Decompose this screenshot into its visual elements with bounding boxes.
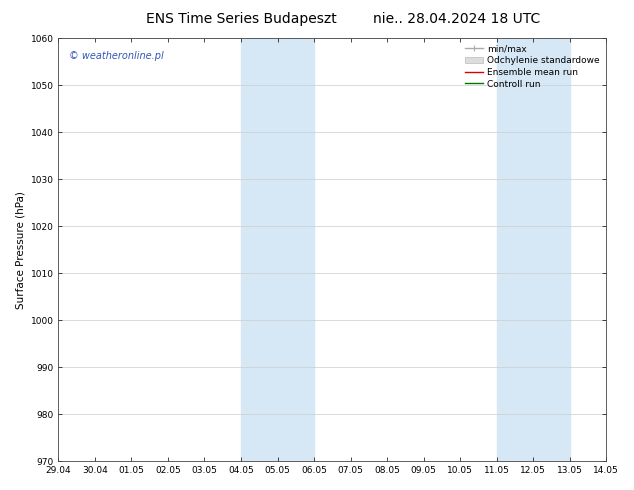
- Text: ENS Time Series Budapeszt: ENS Time Series Budapeszt: [146, 12, 336, 26]
- Legend: min/max, Odchylenie standardowe, Ensemble mean run, Controll run: min/max, Odchylenie standardowe, Ensembl…: [461, 41, 604, 92]
- Y-axis label: Surface Pressure (hPa): Surface Pressure (hPa): [15, 191, 25, 309]
- Bar: [496, 38, 569, 461]
- Text: nie.. 28.04.2024 18 UTC: nie.. 28.04.2024 18 UTC: [373, 12, 540, 26]
- Bar: [241, 38, 314, 461]
- Text: © weatheronline.pl: © weatheronline.pl: [69, 51, 164, 61]
